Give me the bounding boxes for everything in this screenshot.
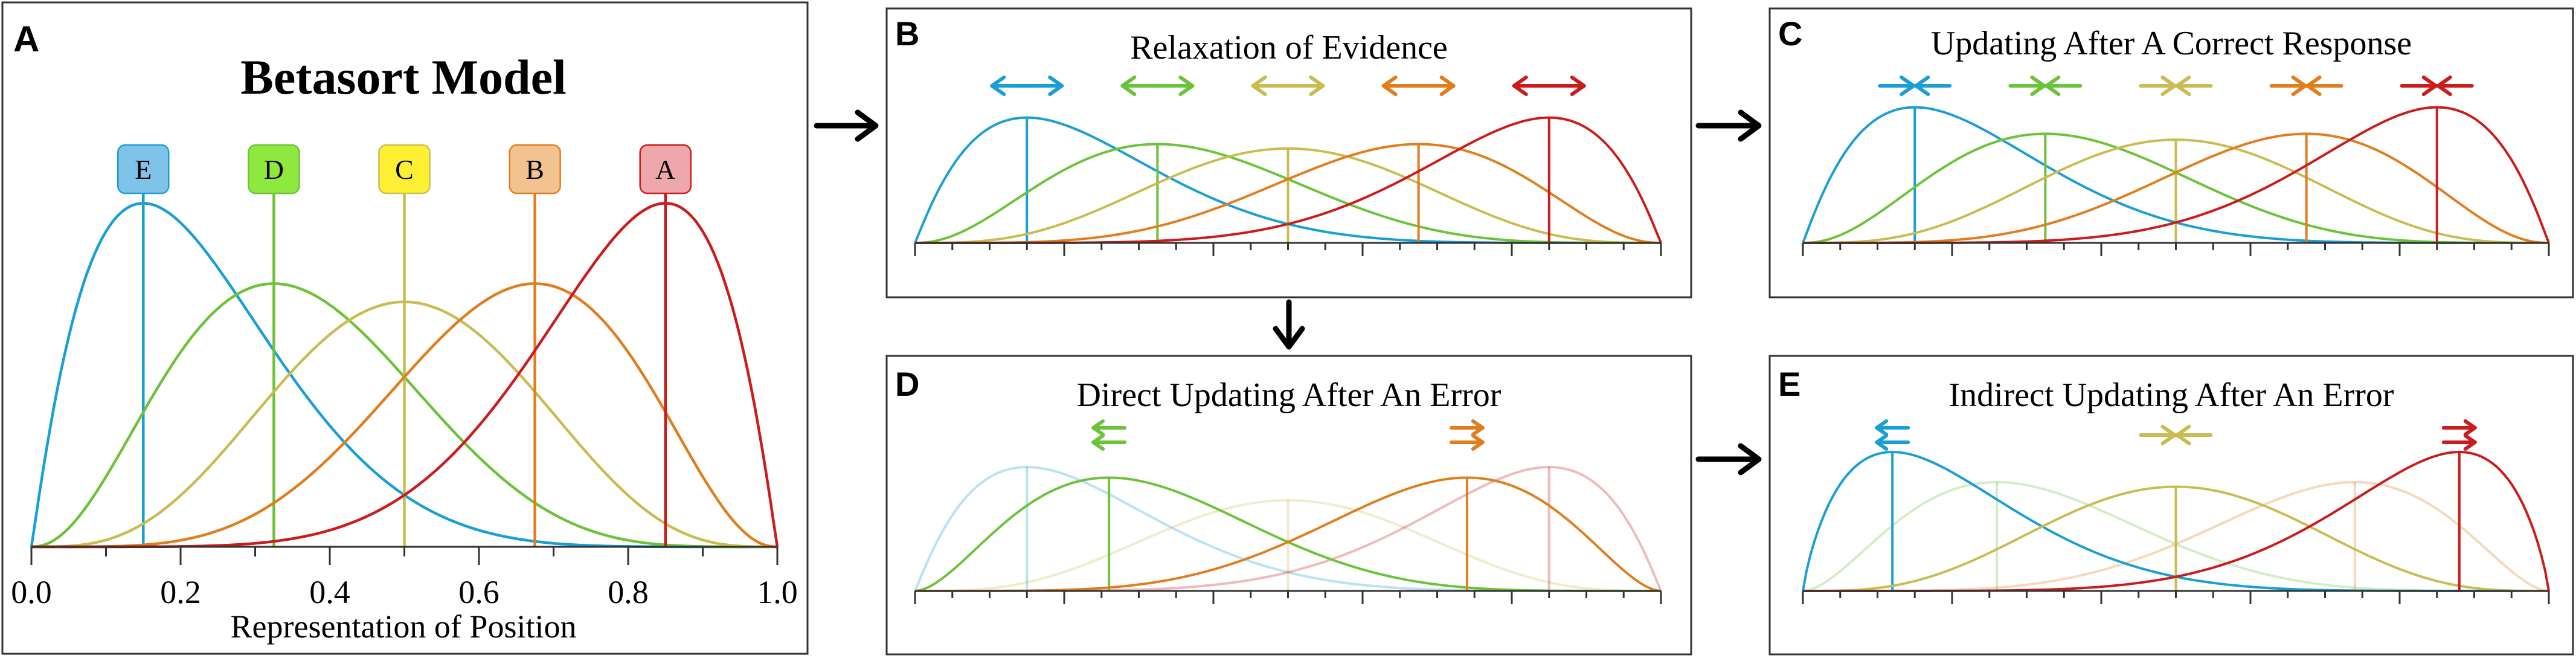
stimulus-box-c: C bbox=[378, 144, 431, 195]
panel-a-curve-b bbox=[31, 282, 778, 549]
svg-text:C: C bbox=[395, 154, 414, 185]
panel-c-arrow-d bbox=[2008, 76, 2083, 96]
panel-c-frame bbox=[1768, 7, 2574, 298]
panel-e-arrow-c bbox=[2139, 425, 2213, 445]
panel-c-letter: C bbox=[1778, 15, 1802, 53]
panel-d-title: Direct Updating After An Error bbox=[1077, 376, 1502, 414]
panel-c-title: Updating After A Correct Response bbox=[1931, 25, 2412, 62]
panel-a-tick-label: 1.0 bbox=[757, 574, 798, 610]
stimulus-box-b: B bbox=[509, 144, 561, 195]
panel-a-tick-label: 0.0 bbox=[11, 574, 52, 610]
panel-b-plot bbox=[914, 76, 1662, 256]
panel-a-title: Betasort Model bbox=[240, 50, 567, 105]
panel-e-arrow-a bbox=[2441, 419, 2477, 451]
panel-e-arrow-e bbox=[1875, 419, 1910, 451]
flow-arrow-d-to-e bbox=[1695, 443, 1762, 476]
panel-a-xlabel: Representation of Position bbox=[231, 608, 577, 645]
panel-c-arrow-e bbox=[1878, 76, 1952, 96]
svg-text:D: D bbox=[264, 154, 284, 185]
panel-b-curve-c bbox=[915, 147, 1661, 244]
panel-d-letter: D bbox=[895, 365, 919, 403]
panel-b-arrow-d bbox=[1120, 76, 1195, 96]
panel-b-arrow-c bbox=[1251, 76, 1325, 96]
svg-text:E: E bbox=[135, 154, 152, 185]
flow-arrow-b-to-c bbox=[1695, 109, 1762, 142]
flow-arrow-b-to-d bbox=[1273, 299, 1305, 350]
stimulus-box-d: D bbox=[248, 144, 300, 195]
panel-e-title: Indirect Updating After An Error bbox=[1948, 376, 2394, 414]
panel-d-curve-c bbox=[915, 498, 1661, 592]
svg-text:A: A bbox=[655, 154, 675, 185]
panel-a-tick-label: 0.4 bbox=[309, 574, 350, 610]
panel-e-frame bbox=[1768, 355, 2574, 656]
panel-d-arrow-b bbox=[1449, 419, 1485, 451]
panel-c-arrow-b bbox=[2269, 76, 2343, 96]
panel-c-plot bbox=[1802, 76, 2550, 256]
panel-b-arrow-e bbox=[990, 76, 1064, 96]
panel-e-letter: E bbox=[1778, 365, 1800, 403]
panel-b-arrow-a bbox=[1512, 76, 1586, 96]
panel-a-tick-label: 0.8 bbox=[608, 574, 649, 610]
panel-c-arrow-a bbox=[2400, 76, 2474, 96]
panel-d-plot bbox=[914, 419, 1662, 604]
panel-b-title: Relaxation of Evidence bbox=[1130, 29, 1448, 66]
stimulus-box-a: A bbox=[639, 144, 692, 195]
panel-c-arrow-c bbox=[2139, 76, 2213, 96]
panel-a-letter: A bbox=[13, 19, 39, 59]
svg-text:B: B bbox=[525, 154, 544, 185]
stimulus-box-e: E bbox=[117, 144, 170, 195]
panel-e-plot bbox=[1802, 419, 2550, 604]
panel-b-arrow-b bbox=[1381, 76, 1456, 96]
panel-a-tick-label: 0.2 bbox=[160, 574, 201, 610]
panel-d-frame bbox=[885, 355, 1692, 656]
panel-d-arrow-d bbox=[1091, 419, 1127, 451]
flow-arrow-a-to-b bbox=[814, 109, 879, 142]
panel-a-plot: 0.0 0.2 0.4 0.6 0.8 1.0 E D C B A bbox=[11, 144, 798, 610]
panel-a-tick-label: 0.6 bbox=[458, 574, 499, 610]
panel-b-letter: B bbox=[895, 15, 919, 53]
